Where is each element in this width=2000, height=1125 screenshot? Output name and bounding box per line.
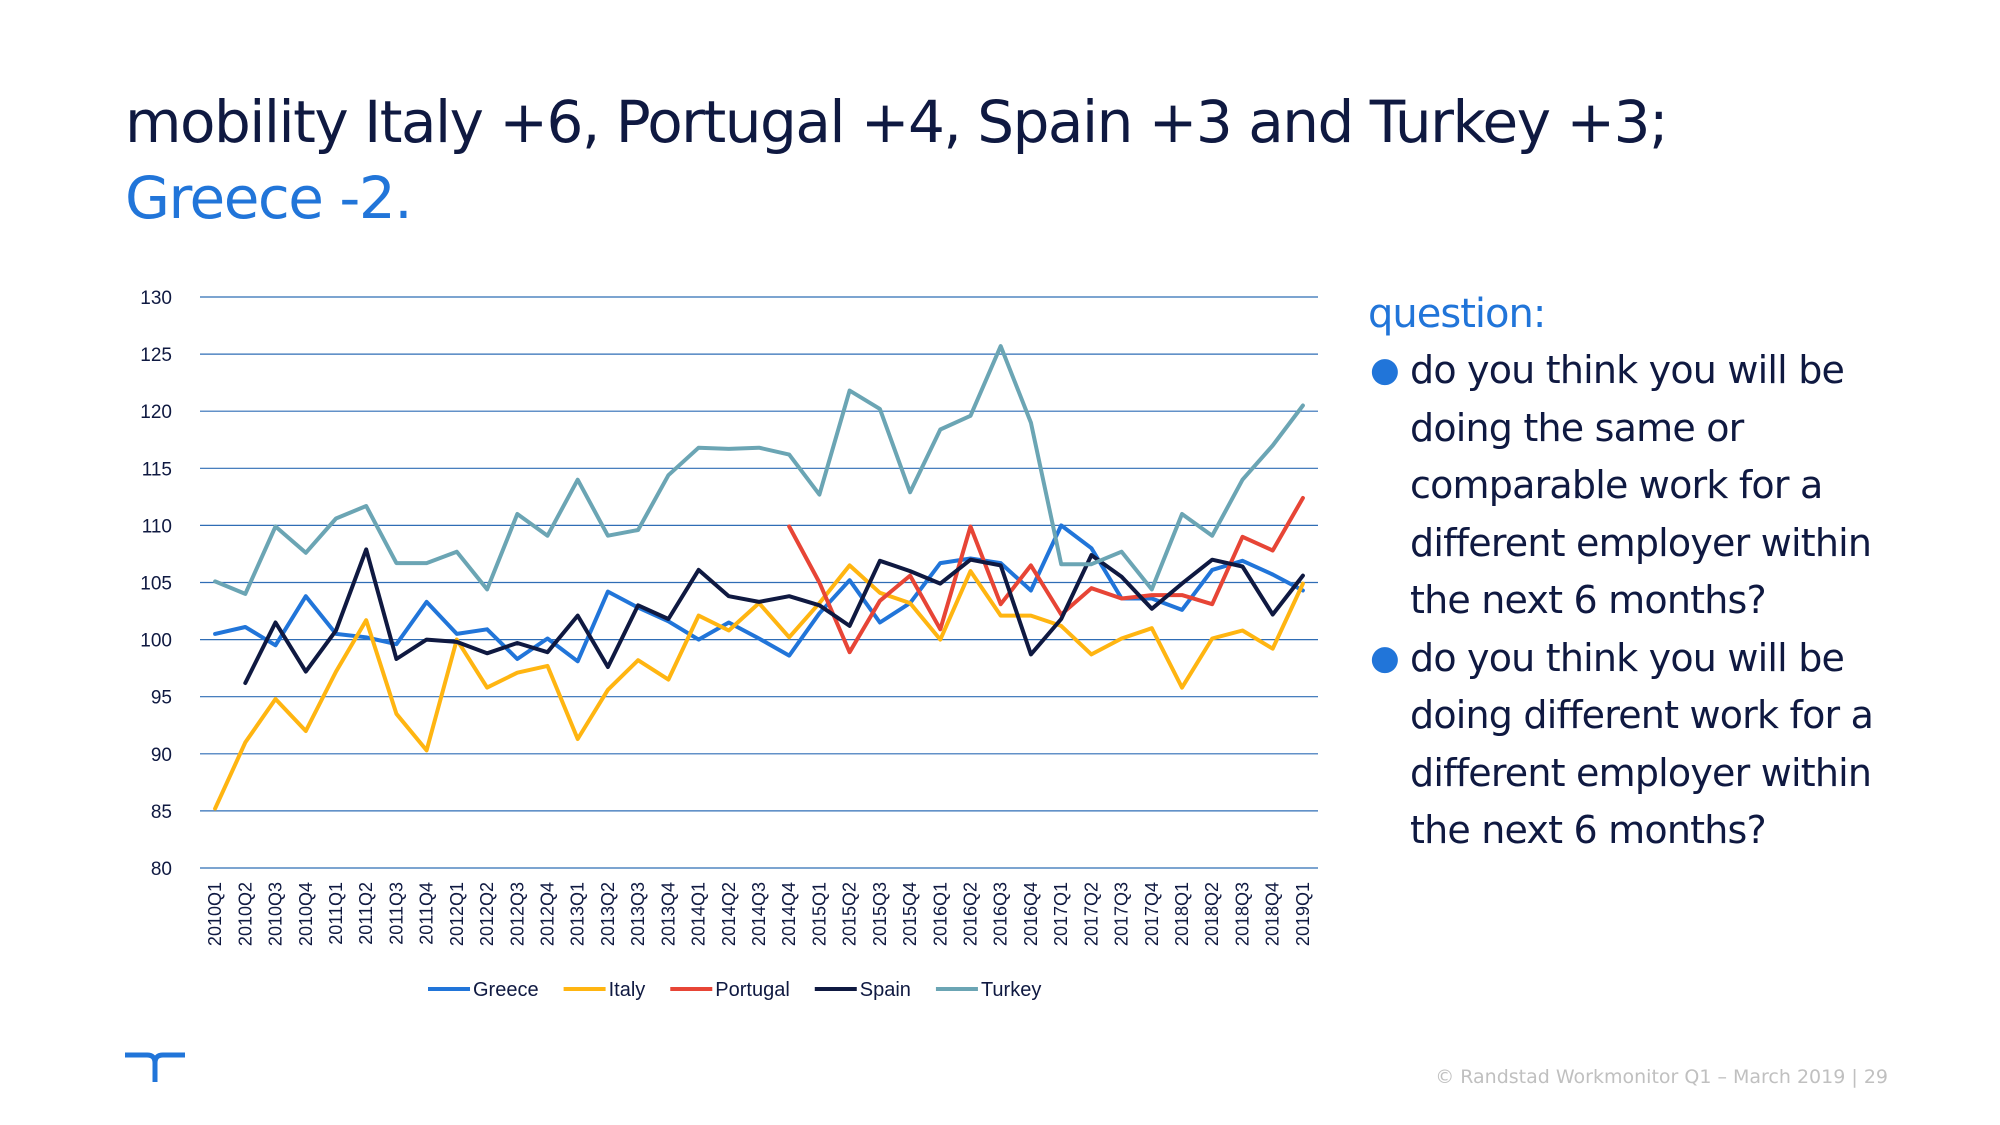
y-tick-label: 120 — [140, 402, 172, 423]
x-tick-label: 2010Q1 — [205, 882, 225, 946]
question-text: do you think you will be doing the same … — [1410, 348, 1872, 622]
title-line-2: Greece -2. — [125, 164, 413, 232]
legend-label: Greece — [473, 979, 539, 1001]
x-tick-label: 2012Q4 — [537, 882, 557, 946]
x-tick-label: 2013Q2 — [598, 882, 618, 946]
y-tick-label: 85 — [151, 802, 172, 823]
bullet-icon: ● — [1370, 637, 1400, 678]
question-text: do you think you will be doing different… — [1410, 635, 1874, 853]
legend-label: Italy — [609, 979, 646, 1001]
footer-copyright: © Randstad Workmonitor Q1 – March 2019 — [1435, 1066, 1846, 1088]
x-tick-label: 2015Q3 — [870, 882, 890, 946]
question-list: ● do you think you will be doing the same… — [1368, 342, 1928, 860]
y-tick-label: 105 — [140, 574, 172, 595]
footer: © Randstad Workmonitor Q1 – March 2019 |… — [1435, 1066, 1888, 1088]
x-tick-label: 2014Q3 — [749, 882, 769, 946]
y-tick-label: 90 — [151, 745, 172, 766]
y-tick-label: 110 — [142, 516, 172, 537]
title-line-1: mobility Italy +6, Portugal +4, Spain +3… — [125, 88, 1669, 156]
y-tick-label: 80 — [151, 859, 172, 880]
x-tick-label: 2016Q4 — [1021, 882, 1041, 946]
x-tick-label: 2014Q2 — [719, 882, 739, 946]
x-tick-label: 2017Q3 — [1112, 882, 1132, 946]
series-line-spain — [243, 547, 1305, 685]
x-tick-label: 2016Q3 — [991, 882, 1011, 946]
x-tick-label: 2011Q4 — [417, 882, 437, 945]
x-tick-label: 2011Q3 — [386, 882, 406, 945]
y-tick-label: 125 — [140, 345, 172, 366]
question-item: ● do you think you will be doing differen… — [1368, 630, 1928, 860]
randstad-logo-icon — [125, 1052, 185, 1082]
series-line-portugal — [787, 496, 1305, 655]
x-tick-label: 2017Q1 — [1051, 882, 1071, 946]
x-tick-label: 2019Q1 — [1293, 882, 1313, 946]
x-tick-label: 2017Q4 — [1142, 882, 1162, 946]
x-tick-label: 2011Q2 — [356, 882, 376, 945]
x-tick-label: 2012Q3 — [507, 882, 527, 946]
legend-label: Portugal — [715, 979, 790, 1001]
x-tick-label: 2018Q2 — [1202, 882, 1222, 946]
x-tick-label: 2015Q1 — [809, 882, 829, 946]
x-tick-label: 2015Q4 — [900, 882, 920, 946]
x-tick-label: 2012Q2 — [477, 882, 497, 946]
x-tick-label: 2016Q2 — [961, 882, 981, 946]
footer-separator: | — [1851, 1066, 1858, 1088]
x-tick-label: 2013Q3 — [628, 882, 648, 946]
x-tick-label: 2018Q1 — [1172, 882, 1192, 946]
legend-label: Turkey — [981, 979, 1041, 1001]
series-line-turkey — [213, 344, 1305, 596]
y-tick-label: 100 — [140, 631, 172, 652]
bullet-icon: ● — [1370, 350, 1400, 390]
x-tick-label: 2014Q1 — [689, 882, 709, 946]
x-tick-label: 2010Q2 — [235, 882, 255, 946]
x-tick-label: 2013Q1 — [568, 882, 588, 946]
x-tick-label: 2013Q4 — [658, 882, 678, 946]
question-item: ● do you think you will be doing the same… — [1368, 342, 1928, 630]
x-tick-label: 2014Q4 — [779, 882, 799, 946]
x-tick-label: 2016Q1 — [930, 882, 950, 946]
x-tick-label: 2012Q1 — [447, 882, 467, 946]
x-tick-label: 2015Q2 — [840, 882, 860, 946]
page-title: mobility Italy +6, Portugal +4, Spain +3… — [125, 84, 1945, 236]
question-panel: question: ● do you think you will be doin… — [1368, 286, 1928, 860]
y-tick-label: 115 — [142, 459, 172, 480]
y-tick-label: 130 — [140, 288, 172, 309]
x-tick-label: 2011Q1 — [326, 882, 346, 945]
y-tick-label: 95 — [151, 688, 172, 709]
question-heading: question: — [1368, 291, 1546, 337]
x-tick-label: 2017Q2 — [1081, 882, 1101, 946]
x-tick-label: 2018Q3 — [1232, 882, 1252, 946]
x-tick-label: 2018Q4 — [1263, 882, 1283, 946]
legend-label: Spain — [860, 979, 911, 1001]
x-tick-label: 2010Q3 — [266, 882, 286, 946]
x-tick-label: 2010Q4 — [296, 882, 316, 946]
footer-page-number: 29 — [1863, 1066, 1888, 1088]
